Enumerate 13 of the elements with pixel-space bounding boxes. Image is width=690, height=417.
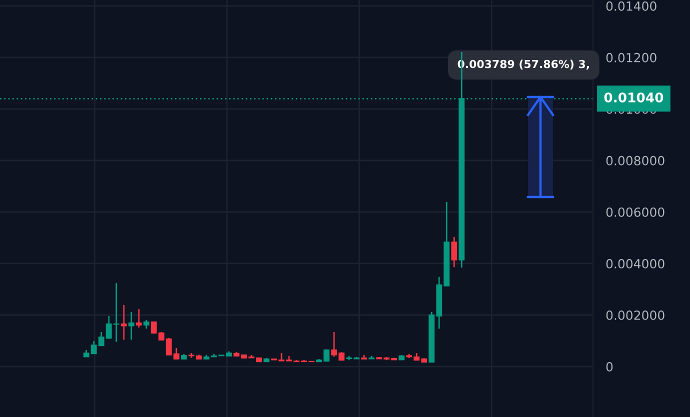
y-tick-label: 0 (606, 362, 613, 372)
y-tick-label: 0.006000 (606, 207, 664, 217)
y-tick-label: 0.01400 (606, 1, 656, 11)
annotation: 0.003789 (57.86%) 3, (458, 60, 589, 70)
y-tick-label: 0.004000 (606, 258, 664, 268)
candlestick (136, 308, 142, 328)
candlestick (451, 236, 458, 268)
y-tick-label: 0.002000 (606, 310, 664, 320)
candlestick (128, 311, 134, 340)
candlestick (120, 304, 127, 340)
y-tick-label: 0.01200 (606, 52, 656, 62)
y-tick-label: 0.008000 (606, 156, 664, 166)
ref-line-label: 0.01040 (604, 92, 664, 102)
